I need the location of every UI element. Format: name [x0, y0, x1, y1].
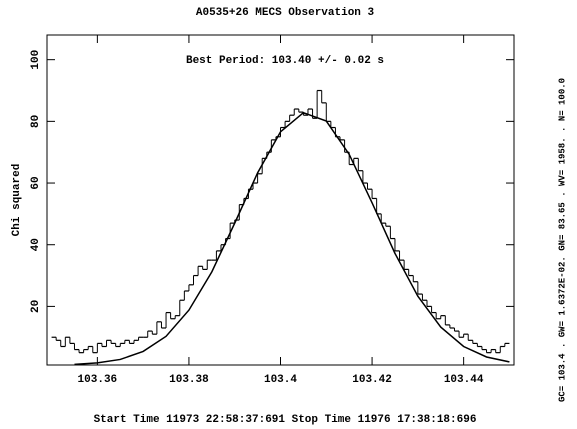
x-tick-label: 103.38 — [169, 374, 209, 386]
y-tick-label: 20 — [30, 300, 42, 313]
x-tick-label: 103.4 — [264, 374, 297, 386]
y-axis-label: Chi squared — [11, 164, 23, 237]
side-note: GC= 103.4 . GW= 1.6372E-02. GN= 83.65 . … — [557, 78, 567, 402]
y-tick-label: 100 — [30, 50, 42, 70]
fit-curve — [74, 111, 510, 366]
y-tick-label: 80 — [30, 115, 42, 128]
chart-title: A0535+26 MECS Observation 3 — [196, 7, 375, 19]
x-tick-label: 103.42 — [352, 374, 392, 386]
x-tick-label: 103.36 — [78, 374, 118, 386]
annotation: Best Period: 103.40 +/- 0.02 s — [186, 55, 384, 67]
y-tick-label: 40 — [30, 238, 42, 251]
footer: Start Time 11973 22:58:37:691 Stop Time … — [94, 414, 477, 426]
y-tick-label: 60 — [30, 176, 42, 189]
x-tick-label: 103.44 — [444, 374, 484, 386]
